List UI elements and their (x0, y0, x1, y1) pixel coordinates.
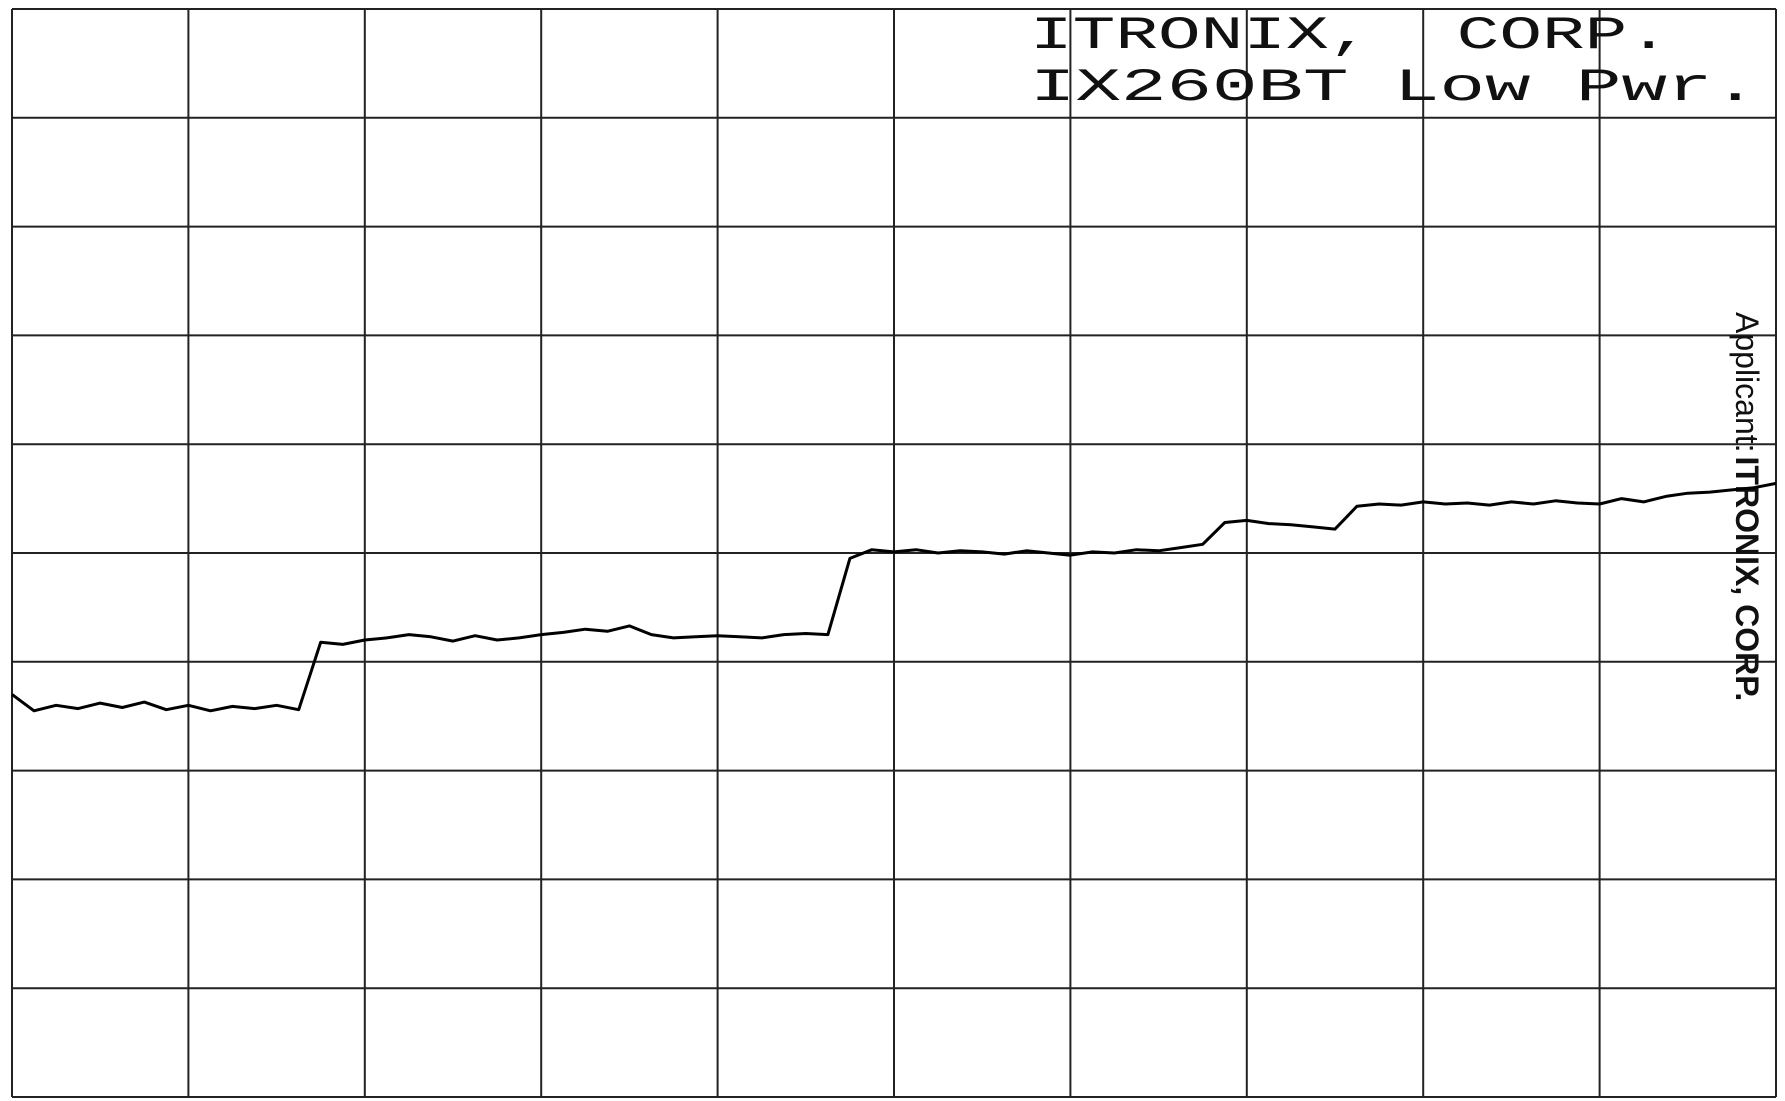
applicant-label: Applicant: (1729, 312, 1765, 453)
header-line: IX260BT Low Pwr. (1030, 62, 1758, 114)
header-line: ITRONIX, CORP. (1030, 10, 1670, 62)
trace (11, 481, 1777, 713)
applicant-name: ITRONIX, CORP. (1729, 457, 1765, 702)
side-label: Applicant: ITRONIX, CORP. (1729, 312, 1765, 701)
